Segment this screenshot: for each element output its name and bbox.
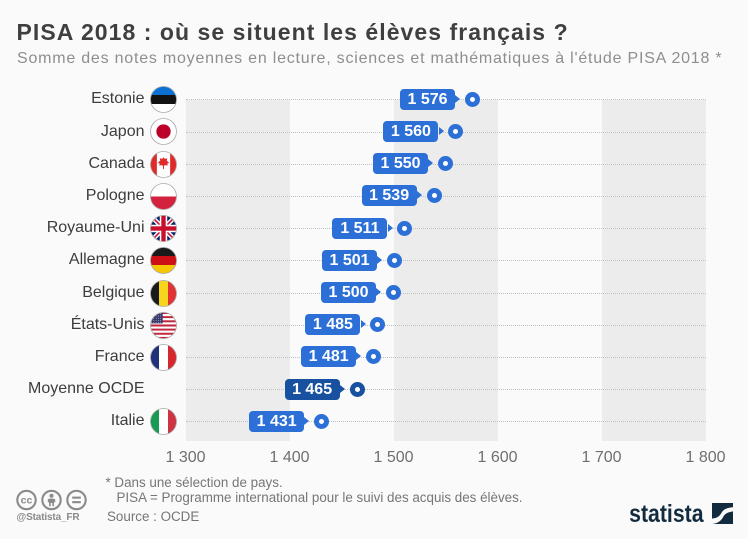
svg-text:cc: cc xyxy=(21,495,33,507)
